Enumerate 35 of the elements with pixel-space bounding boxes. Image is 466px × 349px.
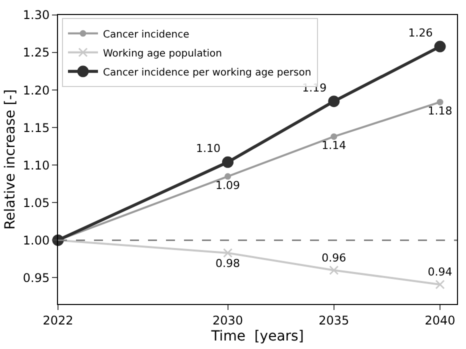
y-tick-label: 1.25: [22, 46, 50, 60]
x-tick-label: 2022: [42, 313, 74, 328]
data-label: 0.98: [216, 257, 240, 270]
legend-label: Cancer incidence per working age person: [102, 67, 312, 78]
y-tick-label: 1.00: [22, 233, 50, 248]
point: [434, 40, 446, 52]
point: [329, 265, 339, 275]
data-label: 0.96: [322, 251, 346, 264]
x-tick-label: 2035: [318, 313, 350, 328]
x-tick-label: 2040: [424, 313, 456, 328]
data-label: 1.14: [322, 138, 346, 152]
point: [224, 173, 232, 180]
x-axis-title: Time [years]: [210, 328, 304, 345]
point: [223, 248, 233, 258]
x-tick-label: 2030: [212, 313, 244, 328]
y-axis-title: Relative increase [-]: [2, 89, 18, 230]
y-tick-label: 1.30: [22, 8, 50, 22]
y-tick-label: 1.10: [22, 158, 50, 172]
data-label: 0.94: [428, 266, 452, 279]
data-label: 1.10: [196, 142, 221, 156]
data-label: 1.19: [302, 81, 327, 94]
y-tick-label: 1.15: [22, 120, 50, 135]
legend-label: Cancer incidence: [102, 29, 190, 40]
point: [328, 96, 340, 108]
y-tick-label: 1.20: [22, 83, 50, 98]
point: [436, 98, 444, 106]
y-tick-label: 1.05: [22, 196, 50, 210]
point: [330, 133, 338, 140]
point: [222, 156, 234, 168]
y-tick-label: 0.95: [22, 270, 50, 285]
legend-label: Working age population: [102, 48, 222, 60]
data-label: 1.18: [428, 104, 452, 118]
point: [435, 280, 445, 290]
data-label: 1.26: [408, 26, 433, 40]
data-label: 1.09: [216, 178, 240, 192]
